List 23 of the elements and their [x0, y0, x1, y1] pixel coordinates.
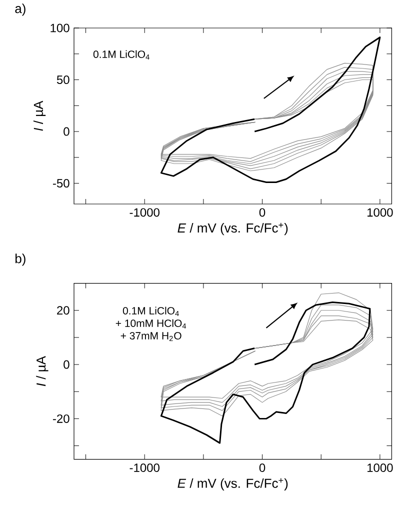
annotation: + 37mM H$_{2}$O	[120, 332, 182, 342]
y-axis-title: I / µA	[36, 356, 48, 386]
y-tick-label: 0	[64, 360, 70, 369]
x-tick-label: -1000	[130, 464, 160, 472]
y-tick-label: 50	[56, 76, 70, 84]
y-tick-label: 20	[57, 306, 70, 315]
x-tick-label: -1000	[130, 208, 160, 217]
x-axis-title: E / mV (vs. Fc/Fc$^{+}$)	[178, 478, 288, 490]
x-axis-title: E / mV (vs. Fc/Fc$^{+}$)	[178, 222, 288, 236]
y-tick-label: -20	[52, 414, 70, 423]
y-tick-label: 100	[50, 24, 70, 32]
annotation: 0.1M LiClO$_{4}$	[93, 50, 150, 60]
chart-title: b)	[16, 254, 26, 266]
x-tick-label: 1000	[368, 208, 393, 217]
chart-title: a)	[15, 4, 26, 16]
x-tick-label: 0	[259, 464, 266, 472]
annotation: + 10mM HClO$_{4}$	[116, 319, 186, 329]
y-tick-label: 0	[64, 127, 70, 136]
x-tick-label: 0	[259, 208, 266, 217]
y-axis-title: I / µA	[33, 100, 46, 131]
annotation: 0.1M LiClO$_{4}$	[122, 306, 179, 316]
x-tick-label: 1000	[368, 464, 393, 472]
y-tick-label: -50	[52, 179, 70, 188]
